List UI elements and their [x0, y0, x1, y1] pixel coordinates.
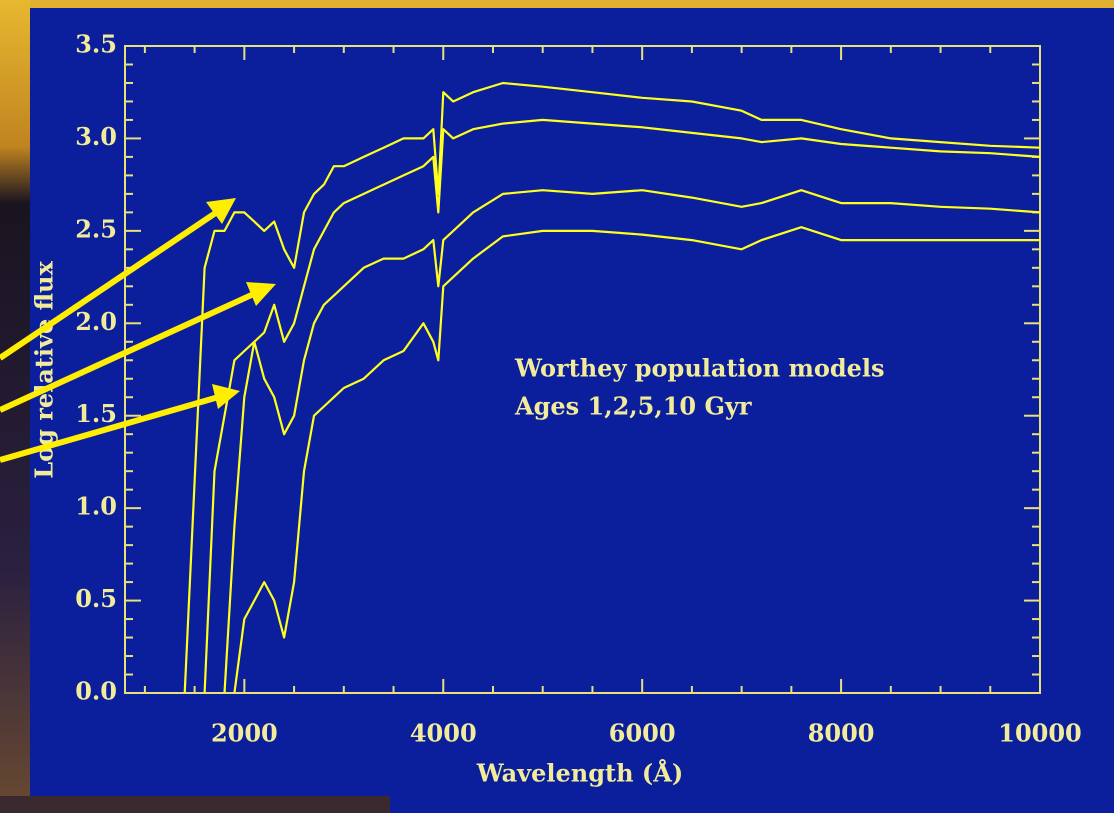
arrow: [0, 393, 223, 463]
galaxy-bottom: [0, 796, 390, 813]
y-tick-label: 0.0: [75, 677, 117, 706]
spectrum-line: [223, 189, 1041, 694]
ticks: 2000 4000 6000 8000 10000 0.0 0.5 1.0 1.5 2.0 2.5 3…: [75, 30, 1082, 748]
y-tick-label: 2.5: [75, 214, 117, 243]
y-tick-label: 1.0: [75, 492, 117, 521]
spectrum-line: [233, 226, 1040, 694]
y-tick-label: 3.0: [75, 122, 117, 151]
plot-frame: [124, 45, 1041, 694]
arrow: [0, 207, 222, 361]
annotation: Ages 1,2,5,10 Gyr: [514, 392, 752, 421]
annotation: Worthey population models: [514, 354, 885, 383]
arrow-head: [206, 198, 236, 224]
y-tick-label: 3.5: [75, 30, 117, 59]
arrow-head: [212, 384, 240, 409]
arrows: [0, 198, 276, 463]
y-tick-label: 1.5: [75, 399, 117, 428]
x-tick-label: 10000: [998, 719, 1082, 748]
arrow-head: [246, 282, 276, 306]
x-tick-label: 8000: [808, 719, 875, 748]
frame-top: [0, 0, 1114, 8]
x-tick-label: 4000: [410, 719, 477, 748]
spectrum-line: [203, 118, 1041, 694]
y-tick-label: 0.5: [75, 584, 117, 613]
arrow: [0, 289, 260, 413]
x-tick-label: 2000: [211, 719, 278, 748]
lines: [183, 81, 1041, 694]
x-tick-label: 6000: [609, 719, 676, 748]
y-tick-label: 2.0: [75, 307, 117, 336]
x-axis-label: Wavelength (Å): [476, 759, 683, 788]
spectrum-line: [183, 81, 1041, 694]
